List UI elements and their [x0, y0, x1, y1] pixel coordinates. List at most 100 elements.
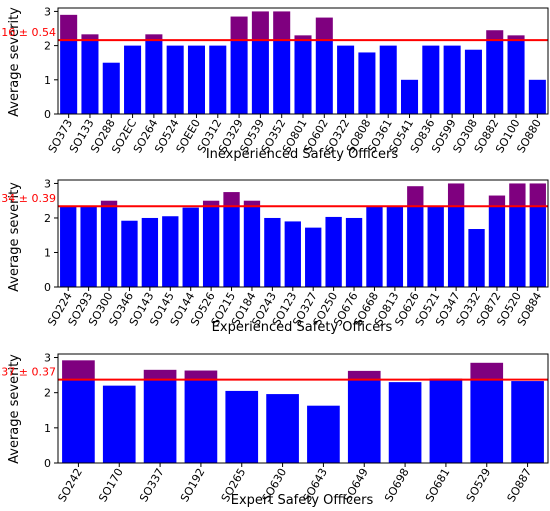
bar-SO143: [141, 217, 159, 287]
bar-above-mean-SO529: [470, 362, 504, 380]
bar-above-mean-SO133: [81, 34, 99, 41]
bar-above-mean-SO882: [486, 30, 504, 41]
bar-SO529: [470, 379, 504, 463]
bar-SO242: [62, 379, 95, 463]
panel-1-x-axis-label: Inexperienced Safety Officers: [206, 147, 399, 162]
bar-SO337: [143, 379, 177, 463]
y-tick-label: 3: [44, 5, 51, 18]
bar-SO813: [386, 206, 404, 287]
y-tick-label: 2: [44, 387, 51, 400]
bar-SO322: [337, 45, 355, 115]
bar-SO643: [307, 405, 340, 463]
panel-3-x-axis-label: Expert Safety Officers: [231, 493, 374, 508]
bar-SO539: [251, 40, 269, 114]
bar-SO698: [388, 382, 422, 463]
bar-above-mean-SO539: [251, 11, 269, 41]
x-tick-label-SO681: SO681: [423, 466, 453, 504]
bar-above-mean-SO300: [100, 200, 118, 207]
bar-SOEE0: [187, 45, 205, 115]
x-tick-label-SO170: SO170: [96, 466, 126, 504]
bar-SO144: [182, 207, 199, 287]
bar-SO524: [166, 45, 184, 115]
bar-SO145: [162, 216, 179, 287]
bar-SO626: [407, 206, 424, 287]
panel-1-y-ticks: 0 1 2 3: [44, 5, 58, 121]
x-tick-label-SO242: SO242: [55, 466, 85, 504]
bar-above-mean-SO884: [529, 183, 546, 207]
bar-SO676: [345, 217, 363, 287]
bar-above-mean-SO215: [223, 192, 240, 207]
y-tick-label: 0: [44, 108, 51, 121]
bar-SO836: [422, 45, 440, 115]
bar-above-mean-SO100: [507, 35, 525, 41]
bar-SO808: [358, 52, 376, 114]
y-tick-label: 1: [44, 74, 51, 87]
bar-SO2EC: [124, 45, 142, 115]
bar-SO361: [379, 45, 397, 115]
y-tick-label: 3: [44, 177, 51, 190]
bar-above-mean-SO242: [62, 360, 95, 380]
bar-SO526: [202, 206, 220, 287]
bar-SO224: [60, 206, 77, 287]
bar-SO602: [315, 40, 333, 114]
bar-SO184: [243, 206, 261, 287]
bar-SO327: [305, 227, 322, 287]
bar-SO630: [266, 394, 299, 463]
panel-2-bars: [60, 183, 546, 287]
panel-2-mean-label: 2.34 ± 0.39: [0, 192, 56, 205]
bar-above-mean-SO649: [347, 370, 381, 380]
bar-SO599: [443, 45, 461, 115]
panel-1-axes-frame: [57, 7, 549, 115]
panel-1-y-axis-label: Average severity: [7, 7, 22, 117]
bar-SO541: [401, 79, 419, 114]
bar-above-mean-SO192: [184, 370, 218, 380]
bar-SO250: [325, 216, 342, 287]
x-tick-label-SO337: SO337: [137, 466, 167, 504]
x-tick-label-SO192: SO192: [178, 466, 208, 504]
bar-SO192: [184, 379, 218, 463]
bar-SO123: [284, 221, 301, 287]
bar-SO884: [529, 206, 546, 287]
bar-SO265: [225, 390, 259, 463]
panel-3-mean-label: 2.37 ± 0.37: [0, 366, 56, 379]
bar-SO373: [60, 40, 78, 114]
y-tick-label: 3: [44, 352, 51, 365]
bar-above-mean-SO352: [273, 11, 291, 41]
bar-SO215: [223, 206, 240, 287]
panel-2-axes-frame: [57, 179, 549, 288]
bar-SO264: [145, 40, 163, 114]
expert-officers-panel: Average severity 2.37 ± 0.37 0 1 2 3 SO242 S…: [0, 352, 549, 508]
bar-SO681: [429, 379, 463, 463]
bar-SO521: [427, 206, 444, 287]
panel-3-y-ticks: 0 1 2 3: [44, 352, 58, 470]
panel-3-y-axis-label: Average severity: [7, 354, 22, 464]
panel-2-x-axis-label: Experienced Safety Officers: [212, 320, 393, 335]
bar-SO872: [488, 206, 506, 287]
x-tick-label-SO887: SO887: [505, 466, 535, 504]
panel-2-y-axis-label: Average severity: [7, 182, 22, 292]
bar-SO352: [273, 40, 291, 114]
bar-above-mean-SO602: [315, 17, 333, 41]
y-tick-label: 2: [44, 40, 51, 53]
bar-SO293: [80, 206, 97, 287]
bar-SO880: [528, 79, 546, 114]
bar-SO329: [230, 40, 248, 114]
panel-1-mean-label: 2.16 ± 0.54: [0, 26, 56, 39]
bar-SO312: [209, 45, 227, 115]
x-tick-label-SO529: SO529: [464, 466, 494, 504]
bar-SO668: [366, 206, 383, 287]
bar-above-mean-SO626: [407, 186, 424, 207]
bar-above-mean-SO264: [145, 34, 163, 41]
bar-SO100: [507, 40, 525, 114]
y-tick-label: 2: [44, 212, 51, 225]
bar-above-mean-SO872: [488, 195, 506, 207]
panel-3-bars: [62, 360, 544, 463]
bar-SO347: [447, 206, 465, 287]
bar-above-mean-SO526: [202, 200, 220, 207]
bar-above-mean-SO801: [294, 35, 312, 41]
bar-above-mean-SO337: [143, 369, 177, 380]
y-tick-label: 1: [44, 422, 51, 435]
bar-SO801: [294, 40, 312, 114]
